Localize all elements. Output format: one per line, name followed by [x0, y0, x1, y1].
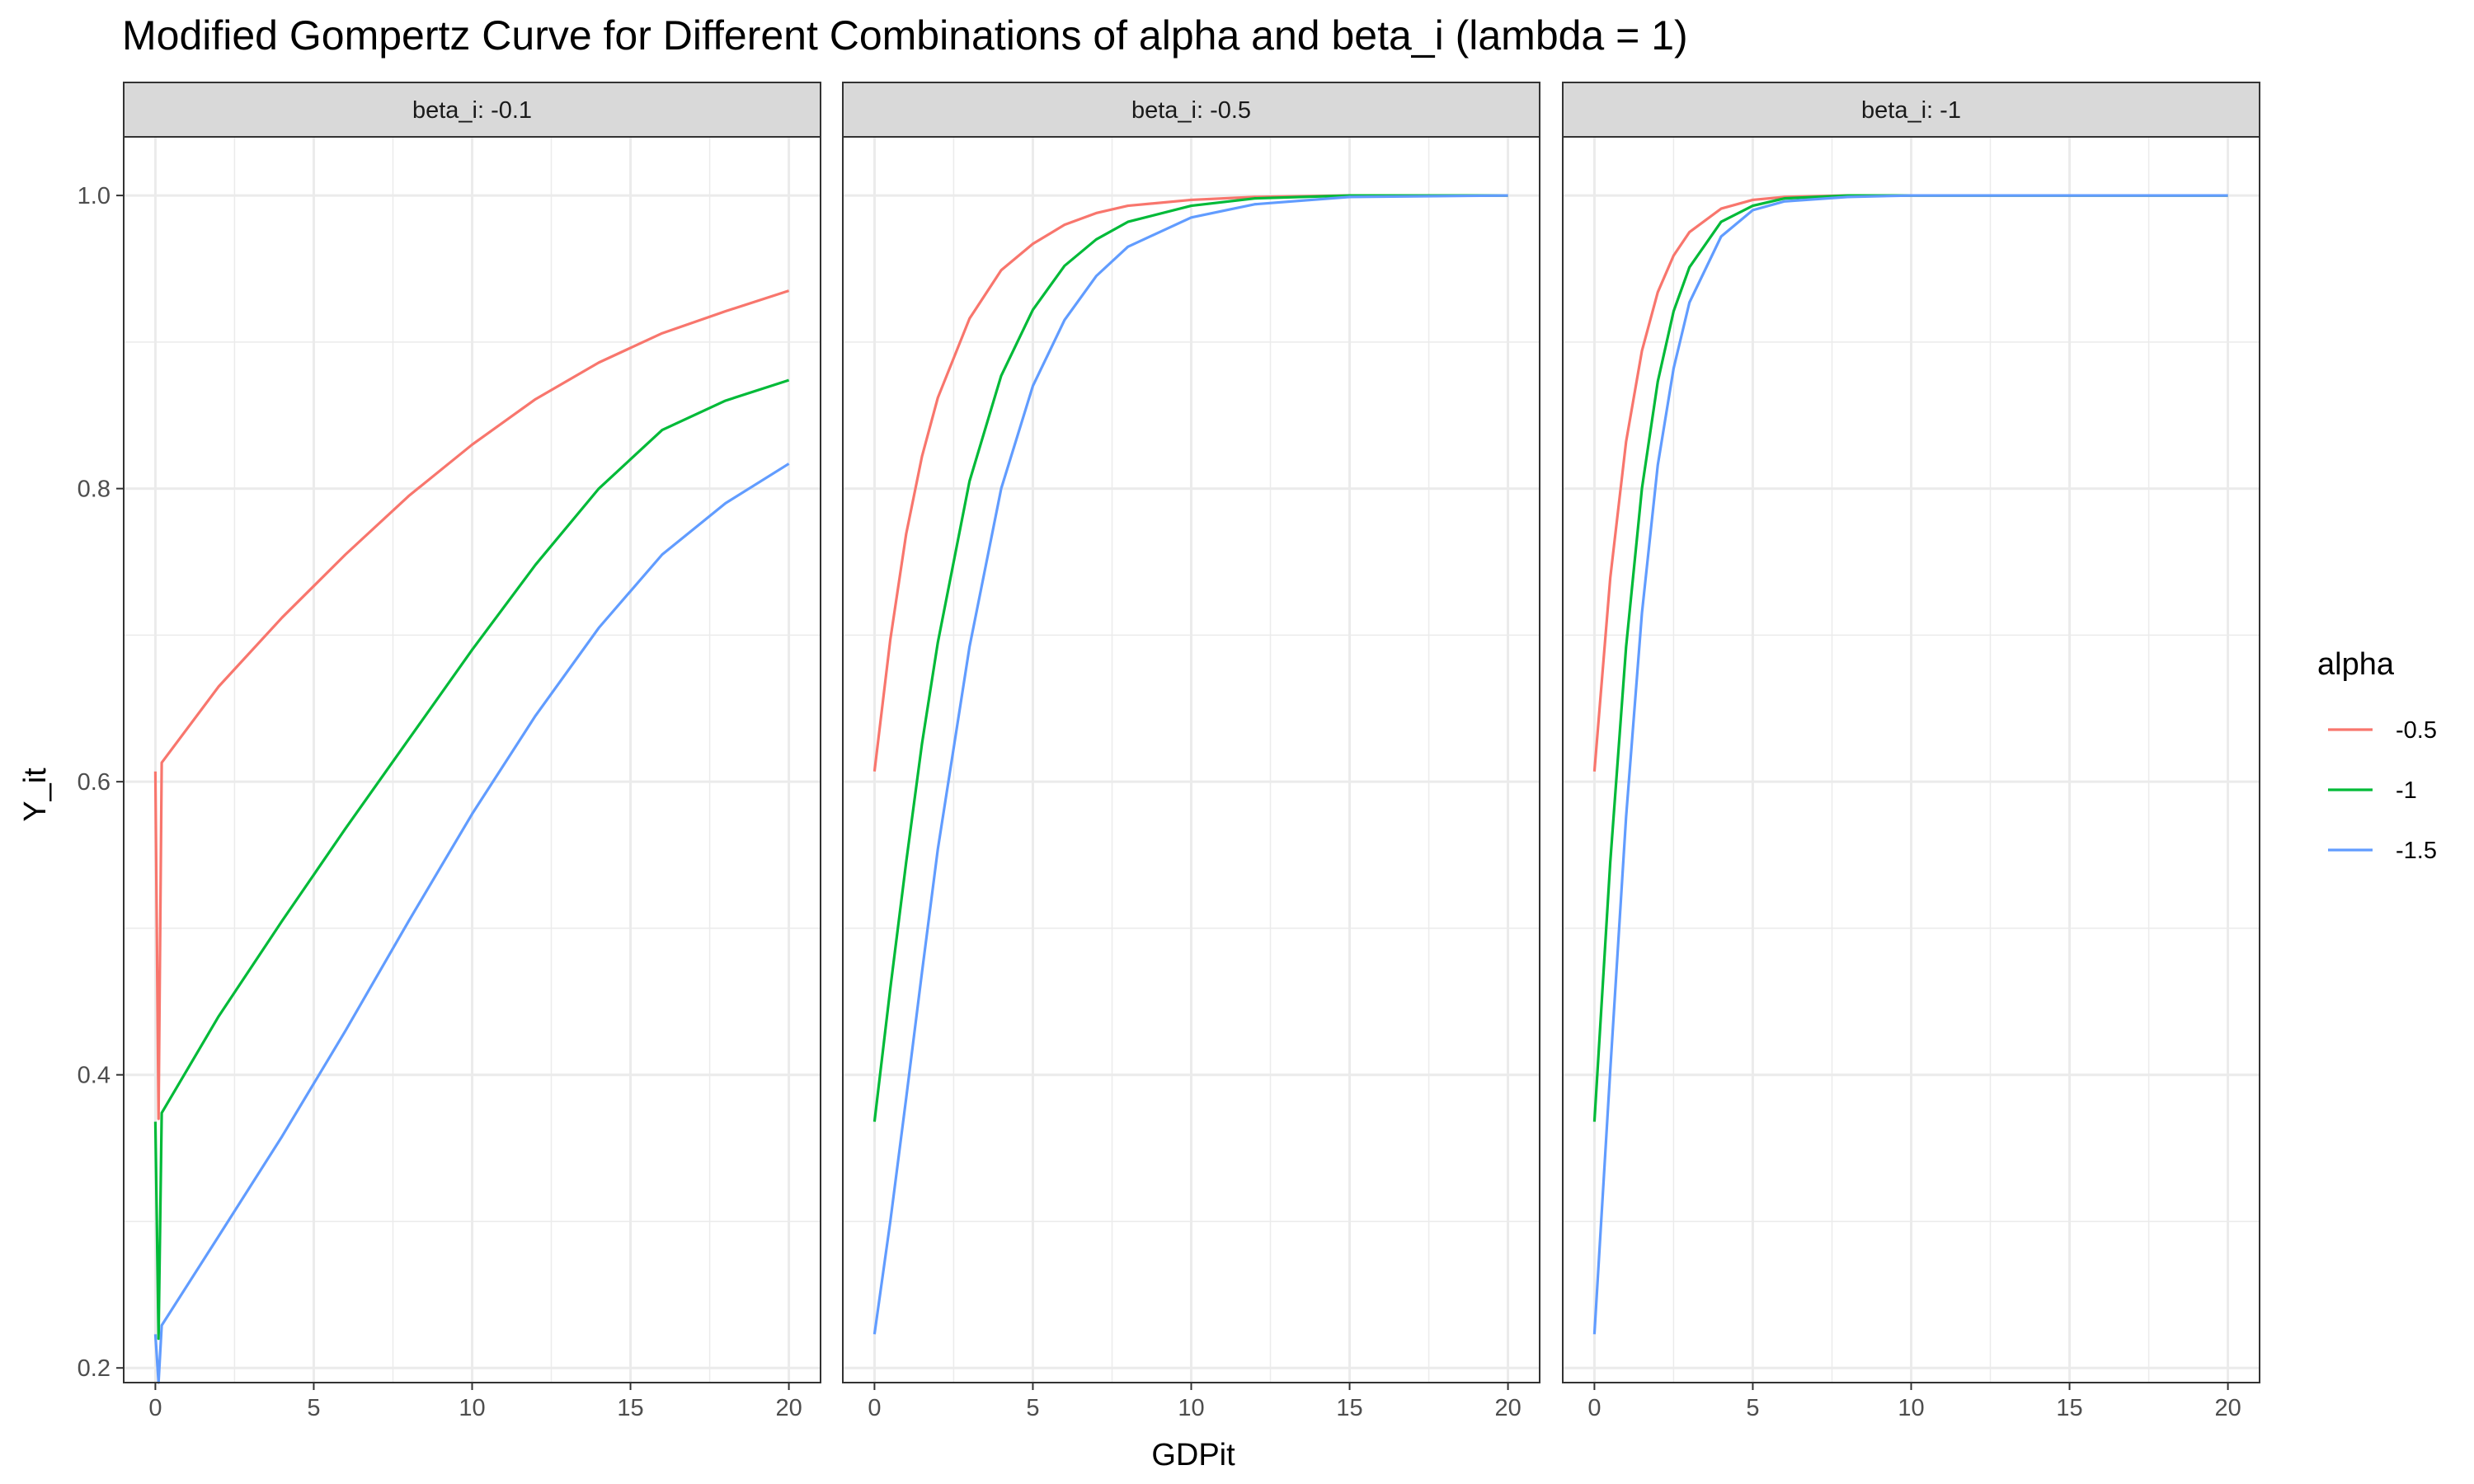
y-axis-title: Y_it: [18, 768, 53, 822]
x-tick-label: 20: [1494, 1395, 1521, 1421]
strip-label: beta_i: -0.5: [1131, 97, 1251, 124]
y-tick-label: 0.4: [78, 1063, 111, 1089]
series-line: [872, 194, 1508, 1122]
legend: alpha -0.5 -1 -1.5: [2317, 647, 2437, 864]
x-tick-label: 0: [148, 1395, 162, 1421]
y-tick-label: 0.8: [78, 477, 111, 503]
x-tick-label: 20: [775, 1395, 802, 1421]
y-tick-label: 0.6: [78, 769, 111, 796]
series-line: [872, 194, 1508, 1335]
series-line: [153, 463, 790, 1384]
strip-background: [123, 82, 821, 138]
facet-panel: beta_i: -1 0 5 10 15 20: [1562, 82, 2260, 1421]
x-tick-label: 20: [2214, 1395, 2241, 1421]
legend-title: alpha: [2317, 647, 2395, 682]
facet-panels: beta_i: -0.10 5 10 15 200.20.40.60.81.0beta_…: [78, 82, 2260, 1421]
strip-background: [1562, 82, 2260, 138]
x-tick-label: 5: [307, 1395, 320, 1421]
x-tick-label: 15: [617, 1395, 643, 1421]
strip-label: beta_i: -0.1: [412, 97, 532, 124]
x-tick-label: 5: [1026, 1395, 1039, 1421]
facet-panel: beta_i: -0.5 0 5 10 15 20: [842, 82, 1540, 1421]
series-line: [872, 194, 1508, 772]
y-tick-label: 1.0: [78, 183, 111, 209]
legend-label: -1: [2396, 777, 2417, 804]
series-line: [153, 289, 790, 1120]
x-axis-title: GDPit: [1151, 1438, 1235, 1472]
chart-title: Modified Gompertz Curve for Different Co…: [122, 12, 1688, 59]
y-tick-label: 0.2: [78, 1355, 111, 1382]
x-tick-label: 0: [868, 1395, 881, 1421]
x-tick-label: 15: [2056, 1395, 2082, 1421]
x-tick-label: 10: [1898, 1395, 1924, 1421]
strip-label: beta_i: -1: [1861, 97, 1961, 124]
x-tick-label: 10: [1178, 1395, 1204, 1421]
legend-label: -0.5: [2396, 717, 2437, 744]
series-line: [1592, 194, 2228, 1335]
legend-label: -1.5: [2396, 838, 2437, 864]
facet-panel: beta_i: -0.1 0 5 10 15 20 0.2 0.4 0.6 0.8 1.0: [78, 82, 821, 1421]
series-line: [153, 378, 790, 1341]
x-tick-label: 5: [1746, 1395, 1759, 1421]
x-tick-label: 10: [459, 1395, 485, 1421]
x-tick-label: 0: [1587, 1395, 1601, 1421]
x-tick-label: 15: [1336, 1395, 1362, 1421]
